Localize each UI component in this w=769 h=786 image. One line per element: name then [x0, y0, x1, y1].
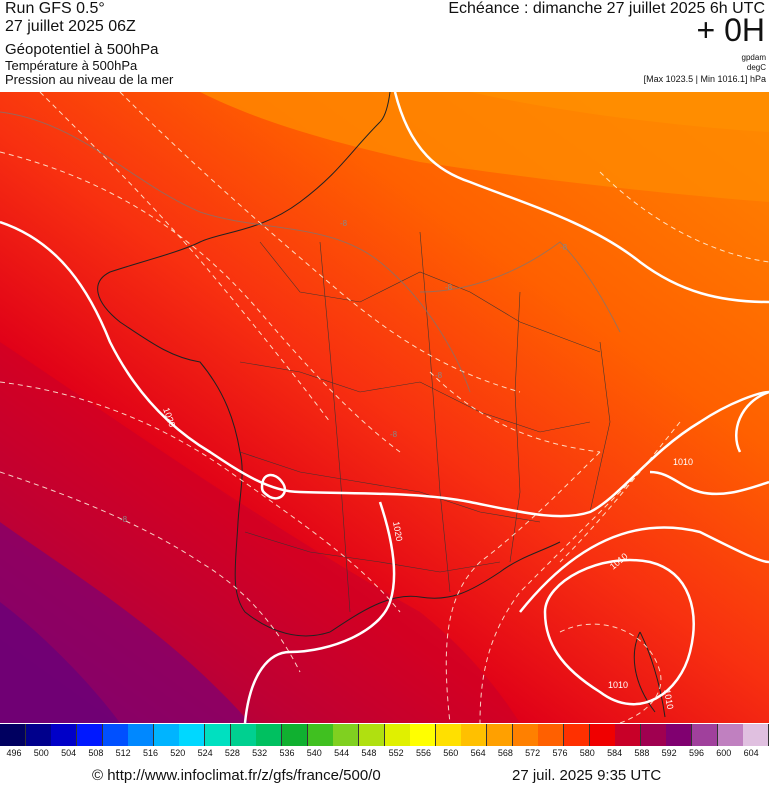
color-scale-tick: 568: [497, 748, 513, 758]
color-scale-swatch: [281, 724, 308, 746]
temperature-minus8-line: [0, 111, 621, 393]
color-scale-tick: 600: [716, 748, 732, 758]
color-scale-tick: 548: [361, 748, 377, 758]
color-scale-tick: 540: [306, 748, 322, 758]
color-scale-swatch: [743, 724, 769, 746]
color-scale-tick: 524: [197, 748, 213, 758]
color-scale-labels: 496 500 504 508 512 516 520 524 528 532 536 540 544 5…: [0, 748, 769, 762]
color-scale-swatch: [102, 724, 129, 746]
color-scale-swatch: [410, 724, 437, 746]
color-scale-swatch: [0, 724, 26, 746]
color-scale-swatch: [179, 724, 206, 746]
forecast-lead-time: + 0H: [696, 12, 765, 48]
color-scale-tick: 576: [552, 748, 568, 758]
color-scale-swatch: [230, 724, 257, 746]
color-scale-swatch: [333, 724, 360, 746]
color-scale-swatch: [358, 724, 385, 746]
isobar-label: 1010: [608, 680, 628, 690]
color-scale-tick: 508: [88, 748, 104, 758]
color-scale-swatch: [25, 724, 52, 746]
color-scale-tick: 588: [634, 748, 650, 758]
color-scale-tick: 544: [334, 748, 350, 758]
geopotential-band-596: [470, 92, 769, 132]
color-scale-tick: 512: [115, 748, 131, 758]
generation-timestamp: 27 juil. 2025 9:35 UTC: [512, 767, 662, 784]
header: Run GFS 0.5° 27 juillet 2025 06Z Géopote…: [0, 0, 769, 92]
coastline: [97, 92, 666, 718]
color-scale-swatch: [256, 724, 283, 746]
parameter-geopotential: Géopotentiel à 500hPa: [5, 41, 159, 58]
source-url: © http://www.infoclimat.fr/z/gfs/france/…: [92, 767, 381, 784]
color-scale-tick: 552: [388, 748, 404, 758]
color-scale-tick: 584: [607, 748, 623, 758]
color-scale-tick: 560: [443, 748, 459, 758]
temperature-label: -8: [120, 515, 128, 524]
geopotential-band-592: [200, 92, 769, 202]
color-scale-swatch: [487, 724, 514, 746]
color-scale-tick: 592: [661, 748, 677, 758]
color-scale-swatch: [538, 724, 565, 746]
color-scale-tick: 500: [33, 748, 49, 758]
color-scale-tick: 504: [61, 748, 77, 758]
color-scale-swatch: [153, 724, 180, 746]
color-scale-tick: 532: [252, 748, 268, 758]
isobar-label: 1020: [391, 521, 404, 542]
parameter-temperature: Température à 500hPa: [5, 58, 138, 73]
temperature-label-group: -8 -8 -8 -8 -8 -8: [120, 219, 568, 524]
color-scale-tick: 556: [415, 748, 432, 758]
parameter-pressure: Pression au niveau de la mer: [5, 72, 174, 87]
color-scale-swatch: [51, 724, 78, 746]
isobars: [0, 92, 769, 723]
run-date: 27 juillet 2025 06Z: [5, 18, 136, 35]
isobar-label: 1010: [673, 457, 693, 467]
temperature-label: -8: [560, 243, 568, 252]
color-scale-tick: 528: [224, 748, 240, 758]
color-scale-bar: [0, 724, 769, 746]
isobar-label: 1010: [662, 689, 675, 710]
color-scale-swatch: [307, 724, 334, 746]
color-scale-swatch: [563, 724, 590, 746]
forecast-echeance: Echéance : dimanche 27 juillet 2025 6h U…: [448, 0, 765, 17]
map-canvas: 1020 1020 1010 1010 1010 1010 -8 -8 -8 -…: [0, 92, 769, 723]
color-scale-swatch: [205, 724, 232, 746]
color-scale-tick: 580: [579, 748, 595, 758]
color-scale-swatch: [512, 724, 539, 746]
color-scale-tick: 564: [470, 748, 486, 758]
color-scale-swatch: [435, 724, 462, 746]
color-scale-swatch: [717, 724, 744, 746]
color-scale-swatch: [384, 724, 411, 746]
color-scale-tick: 496: [6, 748, 22, 758]
pressure-min-max: [Max 1023.5 | Min 1016.1] hPa: [643, 74, 766, 84]
temperature-label: -8: [340, 219, 348, 228]
color-scale-tick: 516: [142, 748, 159, 758]
color-scale-tick: 520: [170, 748, 186, 758]
color-scale-tick: 596: [688, 748, 705, 758]
temperature-isotherms: [0, 92, 769, 723]
weather-map: 1020 1020 1010 1010 1010 1010 -8 -8 -8 -…: [0, 92, 769, 723]
unit-degc: degC: [746, 63, 766, 72]
temperature-label: -8: [390, 430, 398, 439]
temperature-label: -8: [445, 283, 453, 292]
color-scale-swatch: [692, 724, 719, 746]
color-scale-swatch: [589, 724, 616, 746]
color-scale-swatch: [128, 724, 155, 746]
color-scale-swatch: [640, 724, 667, 746]
color-scale-swatch: [461, 724, 488, 746]
color-scale-swatch: [666, 724, 693, 746]
color-scale-tick: 536: [279, 748, 295, 758]
color-scale-swatch: [76, 724, 103, 746]
color-scale-tick: 604: [743, 748, 759, 758]
color-scale-swatch: [615, 724, 642, 746]
color-scale-tick: 572: [525, 748, 541, 758]
temperature-label: -8: [435, 371, 443, 380]
unit-gpdam: gpdam: [741, 53, 766, 62]
geopotential-band-572: [0, 602, 120, 723]
run-title: Run GFS 0.5°: [5, 0, 105, 17]
